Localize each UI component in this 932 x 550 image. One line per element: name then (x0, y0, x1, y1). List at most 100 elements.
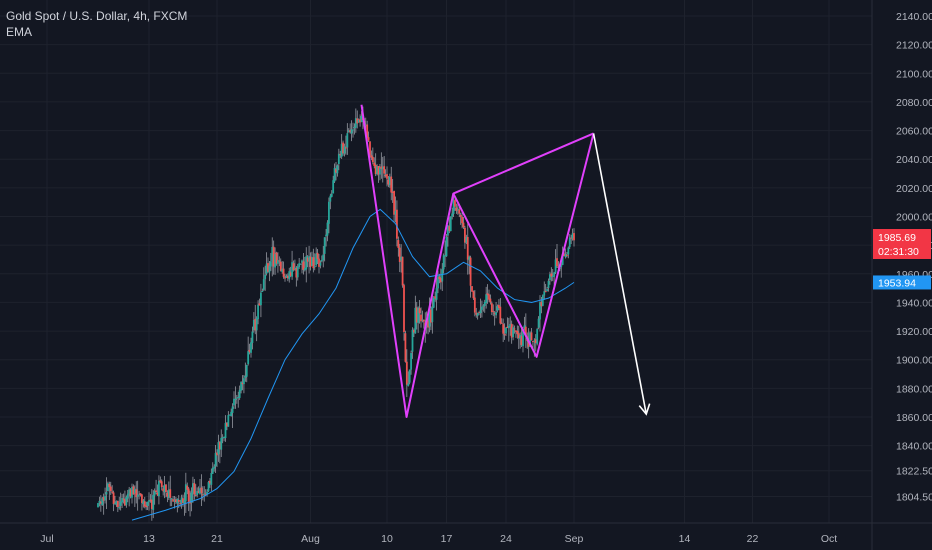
candle-body (260, 292, 262, 306)
candle-body (473, 297, 476, 313)
candle-body (489, 298, 492, 303)
candle-body (192, 483, 194, 494)
candle-body (176, 498, 179, 504)
candle-body (468, 256, 471, 261)
candle-body (557, 266, 560, 268)
candle-body (129, 489, 132, 497)
candle-body (268, 265, 271, 273)
candle-body (155, 490, 157, 493)
candle-body (133, 488, 136, 494)
time-tick-label: 22 (747, 533, 759, 545)
candle-body (573, 233, 575, 241)
candle-body (568, 237, 571, 248)
candle-body (537, 318, 540, 328)
candle-body (162, 488, 165, 492)
price-tick-label: 1860.00 (896, 412, 932, 424)
candle-body (432, 297, 435, 308)
candle-body (196, 491, 199, 496)
candle-body (437, 276, 439, 289)
candle-body (428, 310, 431, 327)
candle-body (398, 247, 401, 262)
candle-body (128, 489, 131, 495)
ema-value: 1953.94 (878, 277, 916, 289)
candle-body (231, 406, 234, 413)
candle-body (482, 305, 485, 307)
candle-body (115, 501, 118, 505)
candle-body (319, 262, 322, 266)
candle-body (527, 341, 530, 347)
candle-body (238, 389, 241, 398)
candle-body (221, 437, 224, 439)
candle-body (282, 268, 285, 277)
candle-body (272, 246, 275, 267)
candle-body (571, 233, 574, 239)
candle-body (401, 256, 404, 286)
candle-body (448, 226, 451, 231)
candle-body (414, 307, 417, 334)
candle-body (449, 216, 452, 232)
candle-body (451, 213, 454, 217)
candle-body (237, 396, 240, 398)
price-tick-label: 2060.00 (896, 126, 932, 138)
candle-body (543, 291, 546, 296)
candle-body (124, 499, 126, 506)
candle-body (102, 497, 105, 501)
time-tick-label: Sep (565, 533, 584, 545)
candle-body (217, 442, 220, 455)
price-tick-label: 2000.00 (896, 212, 932, 224)
candle-body (227, 415, 230, 427)
candle-body (567, 247, 570, 255)
candle-body (199, 488, 201, 494)
candle-body (175, 499, 177, 503)
candle-body (483, 301, 486, 306)
candle-body (190, 492, 193, 503)
candle-body (516, 330, 519, 335)
candle-body (561, 254, 564, 265)
time-tick-label: Aug (301, 533, 320, 545)
candle-body (173, 500, 176, 502)
price-tick-label: 2040.00 (896, 154, 932, 166)
candle-body (257, 304, 259, 320)
candle-body (298, 263, 301, 268)
candle-body (214, 452, 217, 467)
candle-body (376, 165, 378, 175)
candle-body (258, 303, 261, 306)
candle-body (186, 485, 189, 490)
candle-body (135, 489, 138, 498)
ema-value-badge (873, 275, 931, 290)
price-tick-label: 2140.00 (896, 11, 932, 23)
candle-body (391, 191, 394, 193)
candle-body (554, 259, 557, 273)
candle-body (386, 174, 388, 179)
candle-body (517, 333, 520, 339)
candle-body (479, 309, 482, 314)
symbol-title[interactable]: Gold Spot / U.S. Dollar, 4h, FXCM (6, 9, 188, 23)
candle-body (244, 375, 247, 378)
candle-body (350, 129, 353, 134)
candle-body (530, 332, 533, 341)
candle-body (118, 506, 121, 508)
candle-body (560, 265, 563, 268)
pattern-zigzag (360, 104, 595, 418)
price-tick-label: 1900.00 (896, 355, 932, 367)
ema-indicator-label[interactable]: EMA (6, 25, 33, 39)
candle-body (210, 472, 213, 485)
chart-legend: Gold Spot / U.S. Dollar, 4h, FXCM EMA (6, 8, 187, 40)
candle-body (352, 129, 354, 131)
candle-body (226, 422, 228, 427)
candle-body (550, 273, 553, 277)
candle-body (441, 269, 444, 282)
price-tick-label: 1940.00 (896, 297, 932, 309)
candle-body (111, 491, 114, 493)
time-tick-label: 10 (381, 533, 393, 545)
candle-body (149, 499, 152, 501)
candle-body (336, 165, 339, 174)
candle-body (353, 126, 356, 129)
candle-body (380, 166, 383, 169)
candle-body (108, 484, 111, 488)
candle-body (566, 254, 568, 256)
candle-body (458, 209, 461, 214)
candle-body (388, 176, 391, 186)
